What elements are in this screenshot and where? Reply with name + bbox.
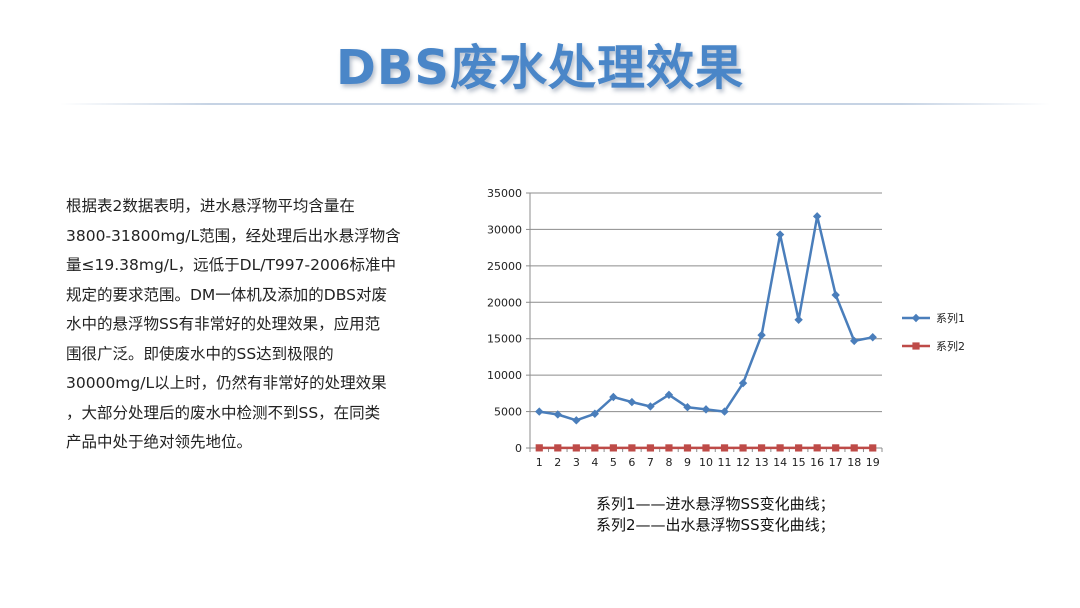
x-tick-label: 5 bbox=[610, 456, 617, 469]
data-point bbox=[554, 444, 562, 452]
page-title: DBS废水处理效果 bbox=[335, 40, 744, 96]
data-point bbox=[794, 315, 803, 324]
series-note: 系列1——进水悬浮物SS变化曲线； 系列2——出水悬浮物SS变化曲线； bbox=[596, 494, 835, 536]
data-point bbox=[757, 444, 766, 452]
y-tick-label: 25000 bbox=[487, 260, 522, 273]
data-point bbox=[646, 444, 655, 452]
x-tick-label: 12 bbox=[736, 456, 750, 469]
data-point bbox=[757, 330, 766, 340]
x-tick-label: 1 bbox=[536, 456, 543, 469]
description-line: ，大部分处理后的废水中检测不到SS，在同类 bbox=[66, 403, 381, 422]
description-line: 30000mg/L以上时，仍然有非常好的处理效果 bbox=[66, 374, 387, 392]
data-point bbox=[535, 444, 543, 452]
legend-marker bbox=[912, 342, 920, 350]
legend-label: 系列1 bbox=[936, 311, 965, 325]
description-line: 水中的悬浮物SS有非常好的处理效果，应用范 bbox=[66, 315, 381, 333]
x-tick-label: 9 bbox=[684, 456, 691, 469]
data-point bbox=[831, 290, 840, 300]
x-tick-label: 6 bbox=[628, 456, 635, 469]
series-line bbox=[539, 215, 873, 422]
legend-marker bbox=[911, 313, 921, 323]
data-point bbox=[795, 444, 803, 452]
x-tick-label: 17 bbox=[829, 456, 843, 469]
x-tick-label: 16 bbox=[810, 456, 824, 469]
data-point bbox=[701, 405, 711, 414]
x-tick-label: 14 bbox=[773, 456, 787, 469]
x-tick-label: 2 bbox=[554, 456, 561, 469]
data-point bbox=[535, 407, 544, 416]
x-tick-label: 10 bbox=[699, 456, 713, 469]
data-point bbox=[850, 336, 859, 346]
y-tick-label: 35000 bbox=[487, 187, 522, 200]
description-line: 3800-31800mg/L范围，经处理后出水悬浮物含 bbox=[66, 226, 401, 245]
data-point bbox=[739, 444, 747, 452]
data-point bbox=[813, 444, 821, 452]
data-point bbox=[850, 444, 858, 452]
description-line: 围很广泛。即使废水中的SS达到极限的 bbox=[66, 344, 334, 363]
data-point bbox=[702, 444, 710, 452]
description-paragraph: 根据表2数据表明，进水悬浮物平均含量在 3800-31800mg/L范围，经处理… bbox=[66, 192, 446, 458]
data-point bbox=[627, 397, 637, 407]
data-point bbox=[665, 444, 673, 452]
data-point bbox=[776, 444, 784, 452]
description-line: 量≤19.38mg/L，远低于DL/T997-2006标准中 bbox=[66, 256, 397, 274]
y-tick-label: 10000 bbox=[487, 369, 522, 382]
data-point bbox=[738, 378, 748, 388]
y-tick-label: 0 bbox=[515, 442, 522, 455]
description-line: 产品中处于绝对领先地位。 bbox=[66, 433, 253, 451]
data-point bbox=[628, 444, 636, 452]
data-point bbox=[590, 409, 600, 418]
data-point bbox=[572, 444, 580, 452]
x-tick-label: 15 bbox=[792, 456, 806, 469]
x-tick-label: 3 bbox=[573, 456, 580, 469]
title-divider bbox=[60, 103, 1050, 105]
legend-label: 系列2 bbox=[936, 339, 965, 353]
data-point bbox=[812, 212, 822, 221]
x-tick-label: 19 bbox=[866, 456, 880, 469]
x-tick-label: 13 bbox=[755, 456, 769, 469]
x-tick-label: 18 bbox=[847, 456, 861, 469]
y-tick-label: 20000 bbox=[487, 296, 522, 309]
data-point bbox=[720, 444, 729, 452]
series-note-line: 系列1——进水悬浮物SS变化曲线； bbox=[596, 495, 835, 513]
x-tick-label: 4 bbox=[591, 456, 598, 469]
y-tick-label: 5000 bbox=[494, 406, 522, 419]
x-tick-label: 8 bbox=[665, 456, 672, 469]
y-tick-label: 30000 bbox=[487, 223, 522, 236]
series-note-line: 系列2——出水悬浮物SS变化曲线； bbox=[596, 516, 835, 534]
data-point bbox=[683, 444, 692, 452]
data-point bbox=[609, 392, 618, 402]
data-point bbox=[572, 416, 581, 425]
data-point bbox=[832, 444, 840, 452]
data-point bbox=[591, 444, 599, 452]
data-point bbox=[775, 230, 785, 239]
description-line: 规定的要求范围。DM一体机及添加的DBS对废 bbox=[66, 285, 387, 304]
x-tick-label: 11 bbox=[718, 456, 732, 469]
y-tick-label: 15000 bbox=[487, 333, 522, 346]
data-point bbox=[869, 444, 877, 452]
description-line: 根据表2数据表明，进水悬浮物平均含量在 bbox=[66, 197, 355, 215]
x-tick-label: 7 bbox=[647, 456, 654, 469]
data-point bbox=[609, 444, 617, 452]
data-point bbox=[868, 333, 877, 342]
